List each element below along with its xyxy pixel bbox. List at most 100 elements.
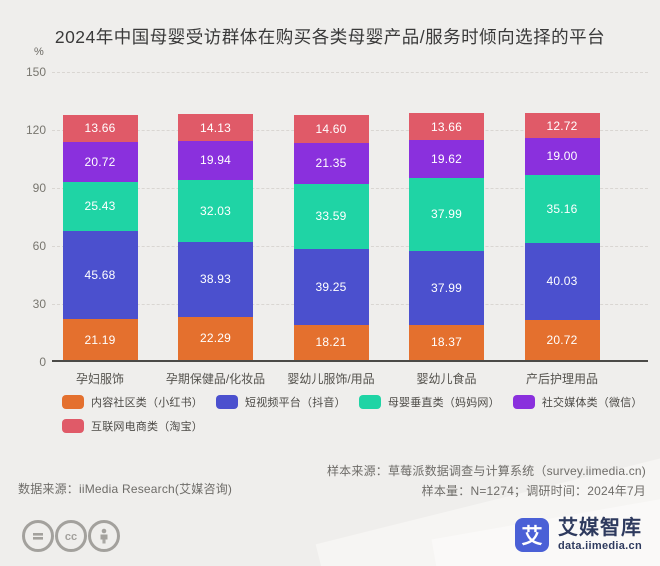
bar-segment: 21.19 [62,319,138,360]
bar-segment-value: 13.66 [84,121,116,136]
bar-segment: 37.99 [409,177,484,252]
x-axis-category-label: 产后护理用品 [525,372,598,386]
bar-segment: 19.94 [178,141,253,180]
bar-segment: 12.72 [524,113,600,138]
legend-swatch [216,395,238,409]
bar-segment-value: 13.66 [430,119,463,134]
bar-segment: 22.29 [178,316,253,360]
stacked-bar: 22.29 38.93 32.03 19.94 14.13 [178,113,253,360]
brand-name: 艾媒智库 [558,517,642,539]
bar-segment: 18.37 [409,324,484,360]
legend-row: 互联网电商类（淘宝） [62,418,643,434]
bar-segment-value: 32.03 [199,203,232,218]
gridline [52,72,648,73]
legend-swatch [512,395,535,409]
bar-segment-value: 20.72 [546,332,578,347]
bar-segment-value: 14.13 [199,120,232,135]
iimedia-brand-lockup: 艾 艾媒智库 data.iimedia.cn [515,518,642,552]
legend-item: 内容社区类（小红书） [62,394,203,410]
legend-item: 互联网电商类（淘宝） [62,418,203,434]
bar-segment: 45.68 [62,230,138,320]
svg-text:cc: cc [65,531,77,542]
legend-swatch [358,395,381,409]
iimedia-logo-icon: 艾 [515,518,549,552]
x-axis-line [52,360,648,362]
bar-segment-value: 22.29 [199,331,232,346]
bar-segment: 19.00 [524,137,600,175]
sample-source-note: 样本来源：草莓派数据调查与计算系统（survey.iimedia.cn) [326,464,646,478]
legend-label: 母婴垂直类（妈妈网） [387,397,500,409]
bar-segment-value: 38.93 [199,272,232,287]
bar-segment-value: 19.00 [546,149,578,164]
legend-item: 短视频平台（抖音） [216,394,346,410]
legend-item: 母婴垂直类（妈妈网） [358,394,500,410]
bar-segment-value: 18.21 [315,335,347,350]
x-axis-category-label: 婴幼儿食品 [416,372,477,386]
bar-segment-value: 21.35 [315,156,347,171]
brand-domain: data.iimedia.cn [558,540,642,552]
bar-segment: 20.72 [62,141,138,182]
legend-label: 社交媒体类（微信） [541,397,643,409]
bar-segment: 40.03 [524,242,600,320]
y-axis-tick-label: 30 [32,297,46,311]
sample-size-note: 样本量：N=1274；调研时间：2024年7月 [421,484,646,498]
cc-icon: cc [55,520,87,552]
bar-segment: 39.25 [293,248,369,325]
stacked-bar: 18.21 39.25 33.59 21.35 14.60 [293,114,369,360]
bar-segment-value: 40.03 [546,274,578,289]
chart-title: 2024年中国母婴受访群体在购买各类母婴产品/服务时倾向选择的平台 [54,27,606,47]
bar-segment: 20.72 [524,319,600,360]
plot-area: 21.19 45.68 25.43 20.72 13.66 22.29 38.93 32.03… [0,72,660,362]
bar-segment: 14.13 [178,113,253,142]
license-badges: cc [22,520,121,552]
legend-item: 社交媒体类（微信） [512,394,643,410]
y-axis-tick-label: 150 [25,65,46,79]
y-axis-tick-label: 60 [32,239,46,253]
bar-segment: 35.16 [524,174,600,243]
stacked-bar: 18.37 37.99 37.99 19.62 13.66 [409,113,484,360]
bar-segment: 13.66 [409,113,484,140]
bar-segment: 32.03 [178,179,253,242]
bar-segment-value: 35.16 [546,201,578,216]
x-axis-category-label: 婴幼儿服饰/用品 [287,372,375,386]
bar-segment: 14.60 [293,114,369,143]
bar-segment: 18.21 [293,324,369,360]
bar-segment-value: 39.25 [315,279,347,294]
x-axis-category-label: 孕妇服饰 [75,372,124,386]
bar-segment-value: 37.99 [430,207,463,222]
bar-segment-value: 20.72 [84,154,116,169]
y-axis-tick-label: 0 [39,355,46,369]
bar-segment-value: 37.99 [430,280,463,295]
data-source-note: 数据来源：iiMedia Research(艾媒咨询) [18,482,233,496]
y-axis-tick-label: 120 [25,123,46,137]
legend-row: 内容社区类（小红书） 短视频平台（抖音） 母婴垂直类（妈妈网） 社交媒体类（微信） [62,394,643,410]
bar-segment-value: 21.19 [84,332,116,347]
bar-segment: 38.93 [178,241,253,317]
bar-segment: 25.43 [62,181,138,231]
bar-segment: 19.62 [409,139,484,178]
legend-swatch [62,395,84,409]
bar-segment-value: 33.59 [315,209,347,224]
equals-icon [22,520,54,552]
stacked-bar: 21.19 45.68 25.43 20.72 13.66 [62,115,138,360]
bar-segment: 21.35 [293,142,369,184]
legend-label: 短视频平台（抖音） [245,397,346,409]
legend-label: 互联网电商类（淘宝） [91,421,203,433]
bar-segment-value: 19.62 [430,151,463,166]
legend-label: 内容社区类（小红书） [91,397,203,409]
bar-segment: 13.66 [62,115,138,142]
person-icon [88,520,120,552]
stacked-bar: 20.72 40.03 35.16 19.00 12.72 [524,113,600,360]
chart-legend: 内容社区类（小红书） 短视频平台（抖音） 母婴垂直类（妈妈网） 社交媒体类（微信） 互联… [62,394,643,434]
bar-segment-value: 19.94 [199,153,232,168]
bar-segment-value: 18.37 [430,335,463,350]
y-axis-unit-label: % [34,46,44,58]
bar-segment-value: 14.60 [315,121,347,136]
bar-segment-value: 25.43 [84,199,116,214]
x-axis-category-label: 孕期保健品/化妆品 [165,372,266,386]
bar-segment-value: 45.68 [84,267,116,282]
bar-segment-value: 12.72 [546,118,578,133]
bar-segment: 37.99 [409,251,484,325]
y-axis-tick-label: 90 [32,181,46,195]
